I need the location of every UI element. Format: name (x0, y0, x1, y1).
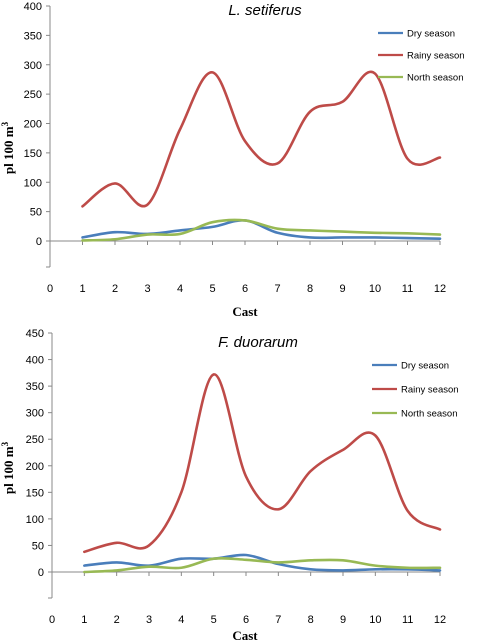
legend-label-rainy-season: Rainy season (401, 385, 459, 396)
x-tick-label: 9 (340, 614, 346, 626)
y-tick-label: 250 (24, 89, 42, 101)
x-tick-label: 12 (434, 614, 446, 626)
series-line-rainy-season (83, 373, 442, 554)
y-axis-label-superscript: 3 (0, 441, 10, 446)
x-tick-label: 10 (369, 283, 381, 295)
x-tick-label: 8 (308, 614, 314, 626)
series-line-rainy-season (81, 70, 442, 208)
x-tick-label: 5 (211, 614, 217, 626)
y-tick-label: 50 (30, 207, 42, 219)
y-tick-label: 400 (26, 355, 44, 367)
legend-label-dry-season: Dry season (401, 361, 449, 372)
y-tick-label: 300 (26, 408, 44, 420)
y-tick-label: 150 (26, 487, 44, 499)
chart-panel-l-setiferus: L. setiferus pl 100 m3 Cast 050100150200… (0, 1, 465, 319)
x-tick-label: 3 (146, 614, 152, 626)
legend-label-north-season: North season (407, 73, 464, 84)
x-tick-label: 0 (49, 614, 55, 626)
x-tick-label: 7 (275, 614, 281, 626)
x-tick-label: 4 (177, 283, 183, 295)
x-tick-label: 1 (79, 283, 85, 295)
y-tick-label: 300 (24, 60, 42, 72)
x-axis-label: Cast (232, 628, 258, 643)
x-tick-label: 0 (47, 283, 53, 295)
x-tick-label: 12 (434, 283, 446, 295)
x-tick-label: 2 (112, 283, 118, 295)
y-tick-label: 50 (32, 540, 44, 552)
chart-panel-f-duorarum: F. duorarum pl 100 m3 Cast 0501001502002… (0, 328, 459, 643)
y-axis-label: pl 100 m3 (0, 441, 16, 494)
y-axis-label-text: pl 100 m (1, 126, 16, 174)
x-tick-label: 11 (402, 614, 413, 626)
y-tick-label: 250 (26, 434, 44, 446)
x-tick-label: 10 (369, 614, 381, 626)
y-axis-label-text: pl 100 m (1, 446, 16, 494)
x-tick-label: 6 (243, 614, 249, 626)
chart-title: F. duorarum (218, 334, 298, 351)
legend-label-north-season: North season (401, 409, 458, 420)
y-tick-label: 350 (26, 381, 44, 393)
x-tick-label: 4 (178, 614, 184, 626)
y-tick-label: 150 (24, 148, 42, 160)
x-tick-label: 11 (402, 283, 413, 295)
y-tick-label: 0 (36, 236, 42, 248)
x-tick-label: 2 (114, 614, 120, 626)
chart-title: L. setiferus (228, 2, 302, 19)
x-tick-label: 9 (339, 283, 345, 295)
series-line-north-season (81, 218, 442, 242)
legend-label-rainy-season: Rainy season (407, 51, 465, 62)
series-line-north-season (83, 556, 442, 574)
y-tick-label: 200 (26, 461, 44, 473)
y-tick-label: 400 (24, 1, 42, 13)
legend-label-dry-season: Dry season (407, 29, 455, 40)
x-tick-label: 7 (274, 283, 280, 295)
y-tick-label: 100 (24, 177, 42, 189)
y-tick-label: 100 (26, 514, 44, 526)
x-tick-label: 8 (307, 283, 313, 295)
y-axis-label-superscript: 3 (0, 121, 10, 126)
y-tick-label: 450 (26, 328, 44, 340)
x-tick-label: 5 (209, 283, 215, 295)
y-axis-label: pl 100 m3 (0, 121, 16, 174)
x-tick-label: 3 (144, 283, 150, 295)
y-tick-label: 200 (24, 119, 42, 131)
x-tick-label: 1 (81, 614, 87, 626)
y-tick-label: 0 (38, 567, 44, 579)
x-axis-label: Cast (232, 304, 258, 319)
x-tick-label: 6 (242, 283, 248, 295)
y-tick-label: 350 (24, 30, 42, 42)
